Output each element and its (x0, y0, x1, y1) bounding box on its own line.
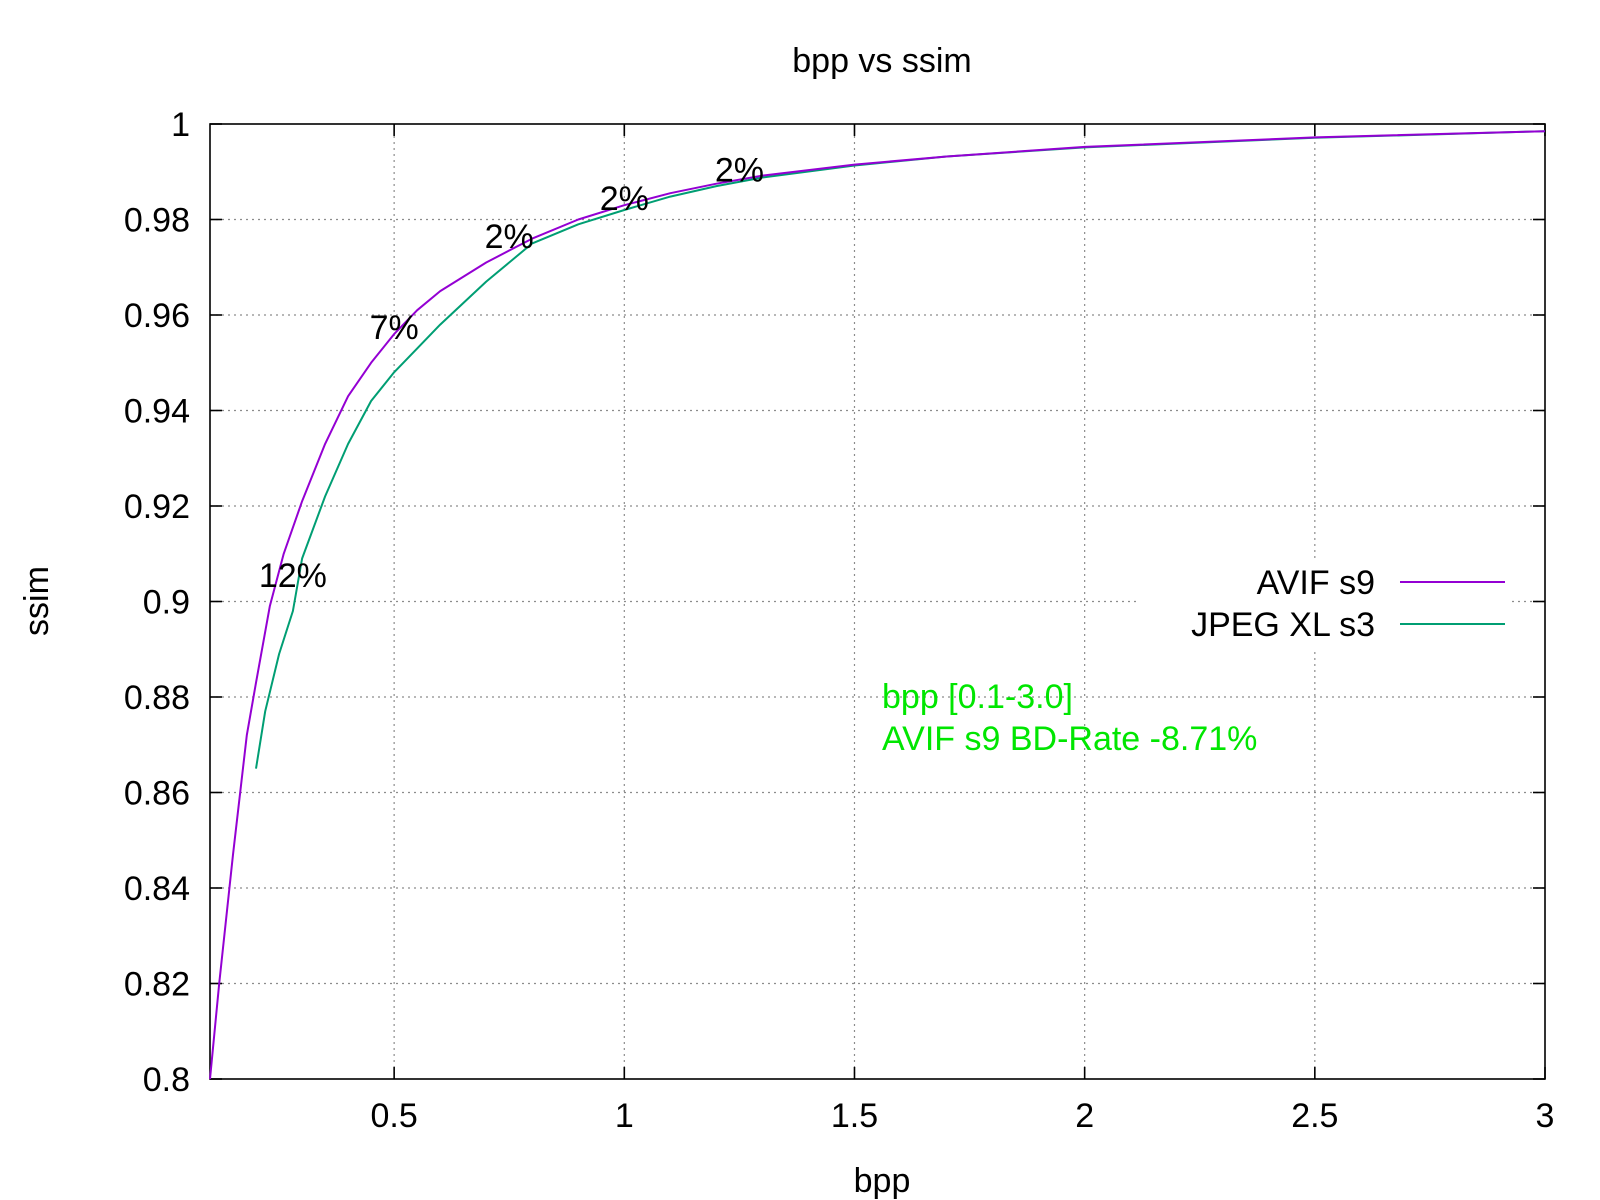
y-tick-label: 0.92 (124, 488, 190, 526)
legend-background (1140, 560, 1510, 650)
x-tick-label: 2.5 (1291, 1097, 1338, 1135)
legend-label: AVIF s9 (1257, 564, 1375, 602)
y-tick-label: 0.8 (143, 1061, 190, 1099)
bd-rate-value-text: AVIF s9 BD-Rate -8.71% (882, 720, 1257, 758)
y-tick-label: 0.84 (124, 870, 190, 908)
y-axis-label: ssim (18, 566, 56, 636)
x-tick-label: 3 (1536, 1097, 1555, 1135)
y-tick-label: 0.94 (124, 393, 190, 431)
x-axis-label: bpp (854, 1162, 911, 1200)
axis-ticks: 0.8 0.82 0.84 0.86 0.88 0.9 0.92 0.94 0.96 0.98 1 0… (124, 106, 1555, 1135)
y-tick-label: 0.96 (124, 297, 190, 335)
x-tick-label: 1 (615, 1097, 634, 1135)
legend: AVIF s9 JPEG XL s3 (1140, 560, 1510, 650)
y-tick-label: 1 (171, 106, 190, 144)
chart-title: bpp vs ssim (792, 42, 972, 80)
percent-annotation: 2% (715, 151, 764, 189)
percent-annotation: 7% (370, 309, 419, 347)
percent-annotation: 2% (485, 218, 534, 256)
point-annotations: 12% 7% 2% 2% 2% (259, 151, 764, 595)
legend-label: JPEG XL s3 (1191, 606, 1375, 644)
x-tick-label: 1.5 (831, 1097, 878, 1135)
percent-annotation: 12% (259, 557, 327, 595)
series-lines (209, 130, 1546, 1080)
y-tick-label: 0.9 (143, 584, 190, 622)
percent-annotation: 2% (600, 180, 649, 218)
x-tick-label: 0.5 (371, 1097, 418, 1135)
y-tick-label: 0.98 (124, 202, 190, 240)
series-line-avif-s9 (209, 130, 1546, 1080)
y-tick-label: 0.82 (124, 966, 190, 1004)
x-tick-label: 2 (1075, 1097, 1094, 1135)
bd-rate-range-text: bpp [0.1-3.0] (882, 678, 1073, 716)
y-tick-label: 0.86 (124, 775, 190, 813)
series-line-jpeg-xl-s3 (255, 130, 1546, 769)
grid-lines (210, 124, 1545, 1079)
y-tick-label: 0.88 (124, 679, 190, 717)
